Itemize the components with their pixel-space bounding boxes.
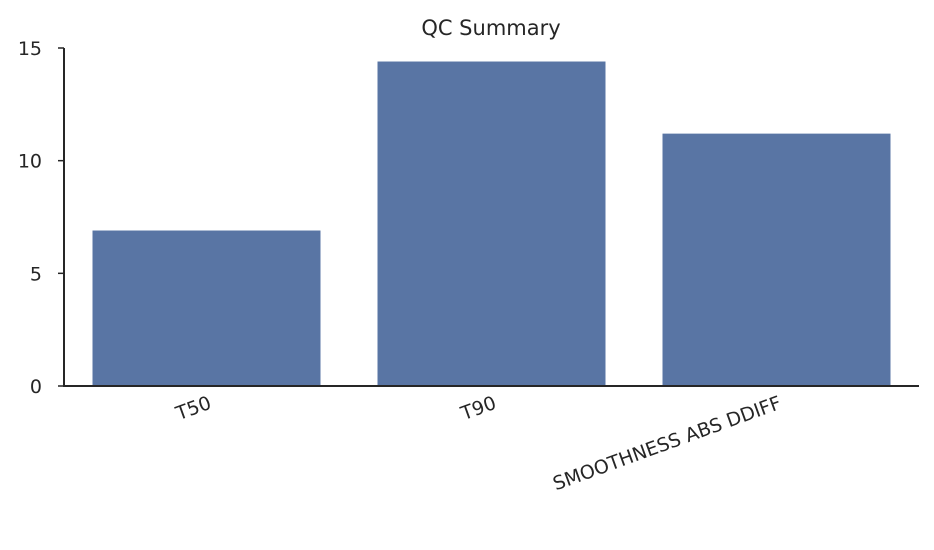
y-tick-label-0: 0 [30,376,42,398]
y-tick-label-1: 5 [30,263,42,285]
x-axis: T50 T90 SMOOTHNESS ABS DDIFF [63,385,919,495]
x-tick-label-1: T90 [457,392,499,425]
bars-group [92,61,891,387]
bar-1 [377,61,606,387]
y-tick-label-3: 15 [18,38,42,60]
x-tick-label-0: T50 [172,392,214,425]
bar-2 [662,133,891,386]
bar-0 [92,230,321,386]
chart-title: QC Summary [421,16,560,40]
y-tick-label-2: 10 [18,151,42,173]
y-axis: 0 5 10 15 [18,38,65,398]
x-tick-label-2: SMOOTHNESS ABS DDIFF [550,392,784,495]
